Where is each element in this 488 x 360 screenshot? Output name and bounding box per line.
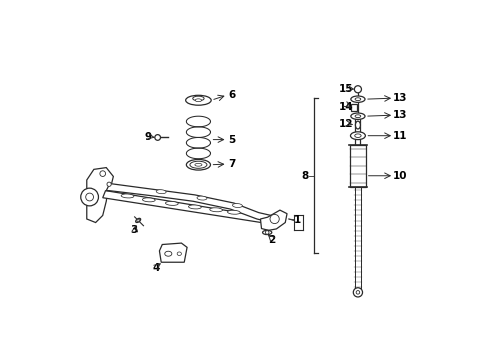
Ellipse shape [262,230,271,235]
Ellipse shape [350,132,365,140]
Text: 5: 5 [228,135,235,145]
Text: 15: 15 [339,84,353,94]
Ellipse shape [354,98,360,100]
Ellipse shape [135,218,141,222]
Circle shape [85,193,93,201]
Circle shape [100,171,105,176]
Ellipse shape [185,95,211,105]
Text: 14: 14 [338,102,353,112]
Circle shape [81,188,98,206]
Text: 9: 9 [144,132,151,142]
Ellipse shape [137,219,139,221]
Ellipse shape [350,113,364,120]
Bar [349,145,365,187]
Ellipse shape [121,194,134,198]
Ellipse shape [197,196,206,200]
Polygon shape [159,243,187,262]
Ellipse shape [209,208,222,212]
Text: 6: 6 [228,90,235,100]
Text: 7: 7 [228,159,235,169]
Text: 4: 4 [153,263,160,273]
Polygon shape [102,191,267,223]
Circle shape [269,215,279,224]
Ellipse shape [227,210,240,214]
Circle shape [353,288,362,297]
Text: 3: 3 [130,225,137,235]
Ellipse shape [156,190,166,194]
Circle shape [265,231,268,234]
Text: 13: 13 [392,110,406,120]
Ellipse shape [354,115,360,118]
Ellipse shape [177,252,181,256]
Polygon shape [106,184,270,221]
Ellipse shape [354,134,360,138]
Text: 10: 10 [392,171,406,181]
Circle shape [155,135,160,140]
Ellipse shape [195,163,202,166]
Ellipse shape [165,201,178,205]
Circle shape [107,182,111,186]
Polygon shape [86,168,113,222]
Circle shape [355,291,359,294]
Text: 13: 13 [392,93,406,103]
Ellipse shape [355,121,360,129]
Ellipse shape [195,99,201,102]
Bar [350,104,356,111]
Text: 1: 1 [293,215,300,225]
Circle shape [354,86,361,93]
Text: 12: 12 [339,119,353,129]
Ellipse shape [192,96,203,101]
Ellipse shape [232,203,242,207]
Polygon shape [260,210,286,230]
Text: 8: 8 [301,171,308,181]
Text: 2: 2 [268,235,275,244]
Ellipse shape [188,205,201,209]
Ellipse shape [164,251,171,256]
Ellipse shape [186,159,210,170]
Ellipse shape [142,198,155,202]
Ellipse shape [189,161,206,168]
Ellipse shape [350,96,364,102]
Text: 11: 11 [392,131,406,141]
